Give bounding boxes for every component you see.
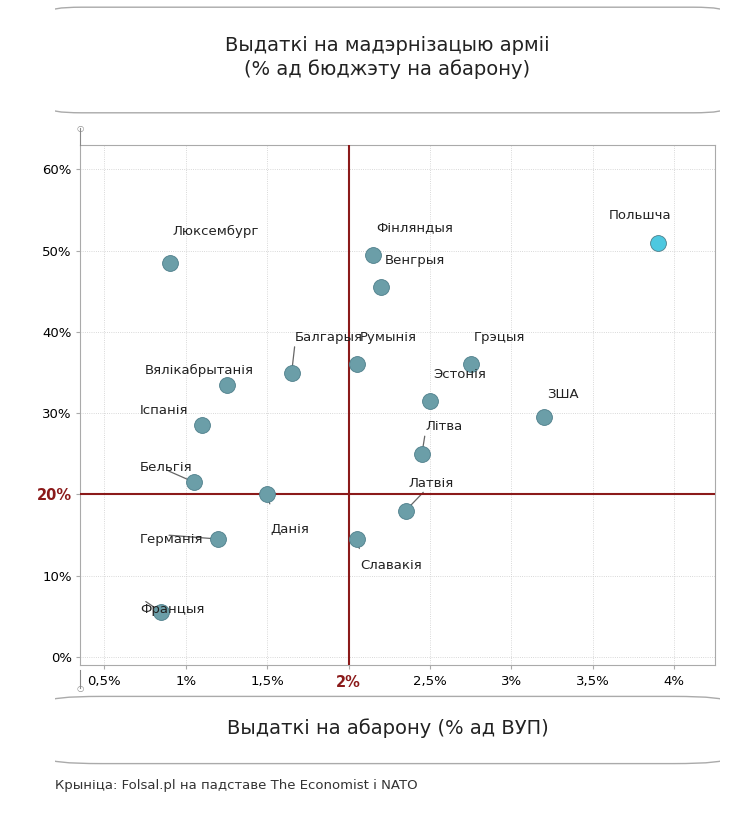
Text: Грэцыя: Грэцыя: [474, 331, 526, 344]
Point: [400, 504, 411, 517]
Point: [425, 395, 436, 408]
Point: [416, 447, 427, 460]
Text: Германія: Германія: [141, 532, 203, 545]
Text: Літва: Літва: [425, 421, 463, 433]
Point: [212, 532, 224, 545]
Text: Балгарыя: Балгарыя: [295, 331, 363, 344]
Point: [376, 281, 387, 294]
Point: [164, 256, 176, 269]
FancyBboxPatch shape: [48, 7, 727, 113]
Point: [220, 379, 232, 392]
Text: Крыніца: Folsal.pl на падставе The Economist i NATO: Крыніца: Folsal.pl на падставе The Econo…: [55, 779, 418, 792]
Text: Румынія: Румынія: [360, 331, 417, 344]
Text: Эстонія: Эстонія: [433, 368, 486, 381]
Point: [261, 488, 273, 501]
Text: Польшча: Польшча: [609, 209, 672, 222]
Point: [538, 411, 550, 424]
Point: [465, 358, 477, 371]
Text: Фінляндыя: Фінляндыя: [376, 221, 453, 234]
Point: [188, 475, 200, 488]
Text: ЗША: ЗША: [548, 388, 579, 401]
Point: [285, 366, 297, 379]
Text: Латвія: Латвія: [409, 477, 454, 490]
Text: Данія: Данія: [271, 523, 310, 536]
Text: ○: ○: [76, 684, 83, 693]
Text: Славакія: Славакія: [360, 559, 422, 572]
Text: Францыя: Францыя: [141, 603, 205, 616]
Text: Выдаткі на мадэрнізацыю арміі
(% ад бюджэту на абарону): Выдаткі на мадэрнізацыю арміі (% ад бюдж…: [225, 36, 550, 80]
Text: Выдаткі на абарону (% ад ВУП): Выдаткі на абарону (% ад ВУП): [227, 719, 548, 738]
Text: Бельгія: Бельгія: [141, 461, 193, 474]
Point: [196, 418, 208, 431]
FancyBboxPatch shape: [48, 697, 727, 764]
Point: [367, 248, 379, 261]
Point: [351, 358, 362, 371]
Text: Іспанія: Іспанія: [141, 405, 189, 418]
Point: [351, 532, 362, 545]
Point: [652, 236, 664, 249]
Text: ○: ○: [76, 124, 83, 133]
Point: [156, 606, 168, 619]
Text: Люксембург: Люксембург: [173, 225, 259, 239]
Text: Вялікабрытанія: Вялікабрытанія: [145, 364, 254, 377]
Text: Венгрыя: Венгрыя: [384, 254, 445, 267]
